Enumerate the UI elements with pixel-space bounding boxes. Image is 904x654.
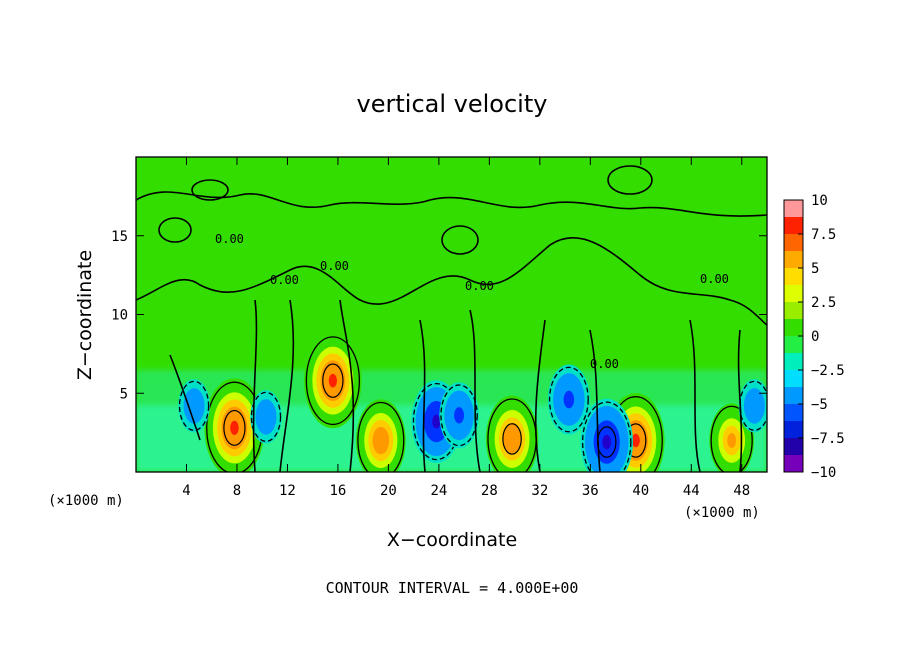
- colorbar-segment: [784, 387, 803, 405]
- y-axis-label: Z−coordinate: [74, 250, 96, 380]
- velocity-contour-line: [357, 401, 405, 472]
- colorbar-segment: [784, 251, 803, 269]
- velocity-contour-line: [739, 380, 767, 431]
- colorbar-tick-label: 10: [811, 193, 828, 209]
- chart-title: vertical velocity: [357, 90, 548, 118]
- x-tick-label: 24: [430, 483, 447, 499]
- velocity-contour-inner: [502, 423, 522, 455]
- colorbar-tick-label: 0: [811, 329, 819, 345]
- colorbar-segment: [784, 438, 803, 456]
- y-tick-label: 5: [120, 386, 128, 402]
- velocity-cell: [547, 364, 590, 435]
- zero-contour-label: 0.00: [590, 357, 619, 371]
- x-tick-label: 28: [481, 483, 498, 499]
- plot-area: [136, 157, 767, 472]
- velocity-contour-band: [749, 396, 760, 415]
- colorbar-segment: [784, 234, 803, 252]
- colorbar-ticks: 10 7.5 5 2.5 0 −2.5 −5 −7.5 −10: [798, 193, 845, 481]
- velocity-cell: [439, 382, 479, 449]
- velocity-contour-line: [581, 401, 632, 472]
- zero-contours: [136, 165, 767, 472]
- velocity-cell: [580, 398, 633, 472]
- velocity-contour-band: [432, 414, 441, 429]
- velocity-contour-line: [440, 384, 478, 447]
- velocity-contour-band: [188, 396, 200, 415]
- colorbar: [784, 200, 803, 473]
- x-tick-label: 12: [279, 483, 296, 499]
- colorbar-tick-label: 5: [811, 261, 819, 277]
- velocity-cell: [204, 378, 265, 472]
- colorbar-tick-label: −10: [811, 465, 836, 481]
- colorbar-segment: [784, 285, 803, 303]
- velocity-cell: [738, 379, 767, 433]
- velocity-cell: [304, 333, 362, 429]
- velocity-contour-band: [328, 373, 337, 388]
- velocity-cells: [178, 333, 767, 472]
- x-tick-label: 40: [632, 483, 649, 499]
- velocity-contour-band: [602, 434, 612, 450]
- x-tick-label: 48: [733, 483, 750, 499]
- colorbar-segment: [784, 268, 803, 286]
- velocity-contour-line: [305, 336, 361, 426]
- velocity-contour-band: [563, 390, 575, 409]
- velocity-contour-band: [727, 433, 737, 448]
- colorbar-segment: [784, 404, 803, 422]
- colorbar-segment: [784, 319, 803, 337]
- y-tick-label: 10: [111, 308, 128, 324]
- colorbar-segment: [784, 217, 803, 235]
- zero-contour-label: 0.00: [320, 259, 349, 273]
- velocity-cell: [178, 379, 210, 433]
- x-tick-label: 44: [683, 483, 700, 499]
- x-axis-label: X−coordinate: [387, 529, 517, 551]
- colorbar-segment: [784, 302, 803, 320]
- colorbar-tick-label: −5: [811, 397, 828, 413]
- velocity-contour-line: [250, 391, 282, 442]
- x-axis-ticks: 4 8 12 16 20 24 28 32 36 40 44 48: [182, 157, 750, 499]
- colorbar-segment: [784, 200, 803, 218]
- x-tick-label: 16: [329, 483, 346, 499]
- colorbar-segment: [784, 370, 803, 388]
- x-tick-label: 4: [182, 483, 190, 499]
- y-tick-label: 15: [111, 229, 128, 245]
- velocity-contour-inner: [223, 409, 246, 446]
- velocity-contour-band: [454, 407, 464, 424]
- x-unit-left: (×1000 m): [48, 493, 124, 509]
- colorbar-tick-label: 2.5: [811, 295, 836, 311]
- x-tick-label: 20: [380, 483, 397, 499]
- x-unit-right: (×1000 m): [684, 505, 760, 521]
- x-tick-label: 32: [531, 483, 548, 499]
- velocity-contour-band: [260, 408, 272, 426]
- velocity-contour-band: [376, 433, 385, 448]
- y-axis-ticks: 5 10 15: [111, 229, 767, 402]
- colorbar-segment: [784, 336, 803, 354]
- zero-contour-label: 0.00: [465, 279, 494, 293]
- contour-interval-footer: CONTOUR INTERVAL = 4.000E+00: [326, 579, 579, 597]
- colorbar-tick-label: 7.5: [811, 227, 836, 243]
- zero-contour-label: 0.00: [215, 232, 244, 246]
- velocity-contour-band: [230, 420, 239, 435]
- x-tick-label: 8: [233, 483, 241, 499]
- colorbar-segment: [784, 421, 803, 439]
- velocity-contour-line: [548, 366, 589, 433]
- velocity-cell: [355, 399, 406, 472]
- colorbar-tick-label: −2.5: [811, 363, 845, 379]
- x-tick-label: 36: [582, 483, 599, 499]
- velocity-cell: [250, 390, 282, 444]
- zero-contour-labels: 0.00 0.00 0.00 0.00 0.00 0.00: [215, 232, 729, 371]
- zero-contour-label: 0.00: [270, 273, 299, 287]
- velocity-contour-line: [710, 405, 753, 472]
- zero-contour-label: 0.00: [700, 272, 729, 286]
- colorbar-segment: [784, 455, 803, 473]
- velocity-contour-inner: [322, 363, 344, 398]
- velocity-cell: [485, 395, 539, 472]
- velocity-contour-line: [178, 380, 210, 431]
- colorbar-segment: [784, 353, 803, 371]
- velocity-contour-band: [507, 431, 517, 447]
- colorbar-tick-label: −7.5: [811, 431, 845, 447]
- velocity-contour-band: [631, 433, 640, 448]
